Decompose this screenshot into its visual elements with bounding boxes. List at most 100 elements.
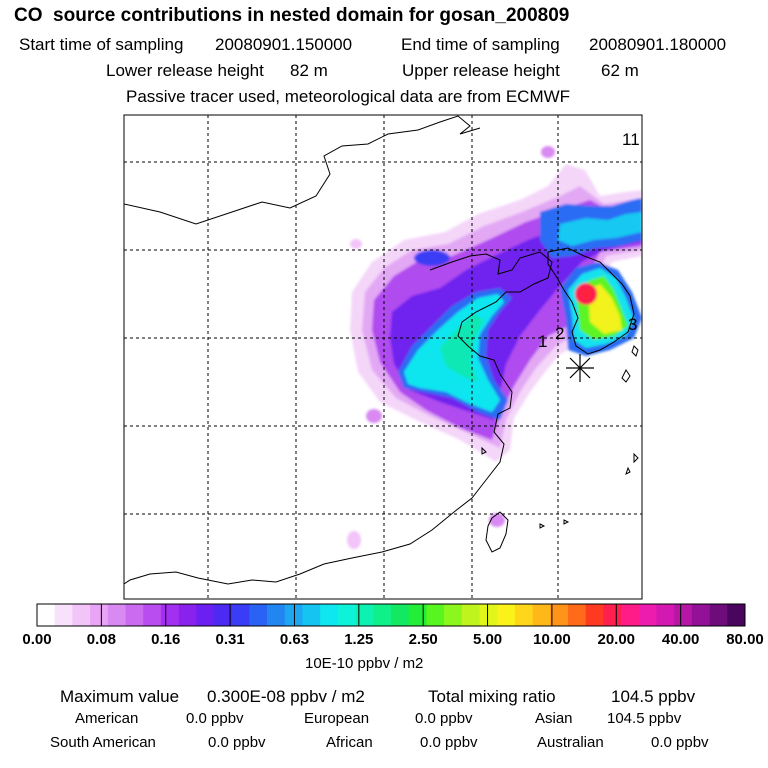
lower-height-label: Lower release height: [106, 61, 264, 80]
colorbar-cell: [674, 604, 693, 626]
plume-hotspot-orange: [580, 288, 592, 300]
coastlines: [124, 115, 639, 585]
plume-patch-taiwan: [489, 513, 505, 527]
colorbar-cell: [656, 604, 675, 626]
start-time-value: 20080901.150000: [215, 35, 353, 54]
colorbar-cell: [355, 604, 374, 626]
colorbar-cell: [160, 604, 179, 626]
colorbar-tick-label: 0.08: [86, 631, 116, 648]
plume-patch-far-north: [541, 146, 555, 158]
region-name-african: African: [326, 734, 373, 751]
colorbar-tick-label: 1.25: [344, 631, 374, 648]
region-value-african: 0.0 ppbv: [420, 734, 478, 751]
tracer-note: Passive tracer used, meteorological data…: [126, 87, 571, 106]
colorbar-cell: [621, 604, 640, 626]
colorbar-cell: [125, 604, 144, 626]
colorbar-cell: [214, 604, 232, 626]
colorbar-tick-label: 5.00: [472, 631, 503, 648]
colorbar-cell: [408, 604, 427, 626]
colorbar-cell: [532, 604, 551, 626]
coastline-north-border: [124, 115, 481, 225]
region-value-australian: 0.0 ppbv: [651, 734, 709, 751]
map-label-11: 11: [622, 130, 640, 149]
colorbar-cell: [231, 604, 250, 626]
colorbar-cell: [497, 604, 516, 626]
end-time-value: 20080901.180000: [589, 35, 727, 54]
colorbar-cell: [603, 604, 622, 626]
map-label-1: 1: [538, 332, 547, 351]
region-name-australian: Australian: [537, 734, 604, 751]
plume-field: [347, 146, 642, 549]
plume-patch-south: [347, 531, 361, 549]
colorbar-cell: [302, 604, 321, 626]
colorbar-cell: [444, 604, 463, 626]
colorbar-cell: [391, 604, 409, 626]
colorbar-tick-label: 80.00: [726, 631, 764, 648]
chart-title: CO source contributions in nested domain…: [14, 5, 570, 26]
colorbar-cell: [37, 604, 55, 626]
colorbar-tick-label: 10.00: [533, 631, 571, 648]
colorbar-cell: [691, 604, 710, 626]
colorbar-cell: [550, 604, 569, 626]
region-value-south-american: 0.0 ppbv: [208, 734, 266, 751]
colorbar: [36, 603, 746, 627]
colorbar-cell: [72, 604, 91, 626]
colorbar-cell: [727, 604, 746, 626]
map-frame: [123, 114, 643, 600]
total-mixing-label: Total mixing ratio: [428, 687, 556, 706]
coastline-bohai: [124, 251, 553, 585]
coastline-japan: [621, 345, 639, 475]
colorbar-cell: [196, 604, 215, 626]
plume-patch-west: [366, 409, 382, 423]
coastline-taiwan: [485, 511, 509, 553]
colorbar-tick-label: 0.00: [22, 631, 52, 648]
coastline-islands: [481, 446, 570, 529]
max-value-label: Maximum value: [60, 687, 180, 706]
colorbar-cell: [337, 604, 356, 626]
colorbar-cell: [461, 604, 480, 626]
grid-lines: [124, 115, 642, 599]
colorbar-cell: [143, 604, 162, 626]
region-name-south-american: South American: [50, 734, 156, 751]
colorbar-frame: [36, 603, 746, 627]
upper-height-value: 62 m: [601, 61, 639, 80]
region-name-american: American: [75, 710, 139, 727]
plume-level-teal: [440, 314, 484, 382]
colorbar-cell: [320, 604, 339, 626]
colorbar-cell: [479, 604, 498, 626]
colorbar-cell: [585, 604, 604, 626]
concentration-map: 11 1 2 3: [123, 114, 643, 600]
colorbar-tick-label: 40.00: [661, 631, 700, 648]
coastline-korea: [547, 247, 635, 355]
end-time-label: End time of sampling: [401, 35, 560, 54]
map-label-3: 3: [628, 315, 637, 334]
colorbar-cell: [638, 604, 657, 626]
colorbar-cell: [249, 604, 268, 626]
region-value-european: 0.0 ppbv: [415, 710, 473, 727]
colorbar-cell: [284, 604, 303, 626]
colorbar-cell: [54, 604, 73, 626]
plume-patch-west-small: [350, 239, 362, 249]
total-mixing-value: 104.5 ppbv: [611, 687, 696, 706]
upper-height-label: Upper release height: [402, 61, 560, 80]
plume-north-cyan: [558, 212, 642, 246]
colorbar-tick-label: 20.00: [597, 631, 636, 648]
start-time-label: Start time of sampling: [19, 35, 184, 54]
colorbar-tick-label: 2.50: [408, 631, 438, 648]
colorbar-cell: [267, 604, 286, 626]
colorbar-cells: [37, 604, 746, 626]
colorbar-tick-label: 0.16: [151, 631, 181, 648]
colorbar-cell: [514, 604, 533, 626]
plume-patch-bohai: [414, 250, 450, 266]
region-name-asian: Asian: [535, 710, 573, 727]
region-name-european: European: [304, 710, 370, 727]
region-value-asian: 104.5 ppbv: [607, 710, 682, 727]
colorbar-cell: [178, 604, 197, 626]
colorbar-tick-label: 0.63: [279, 631, 310, 648]
map-label-2: 2: [555, 324, 564, 343]
lower-height-value: 82 m: [290, 61, 328, 80]
max-value: 0.300E-08 ppbv / m2: [207, 687, 365, 706]
colorbar-cell: [568, 604, 586, 626]
colorbar-tick-label: 0.31: [215, 631, 245, 648]
colorbar-cell: [709, 604, 728, 626]
